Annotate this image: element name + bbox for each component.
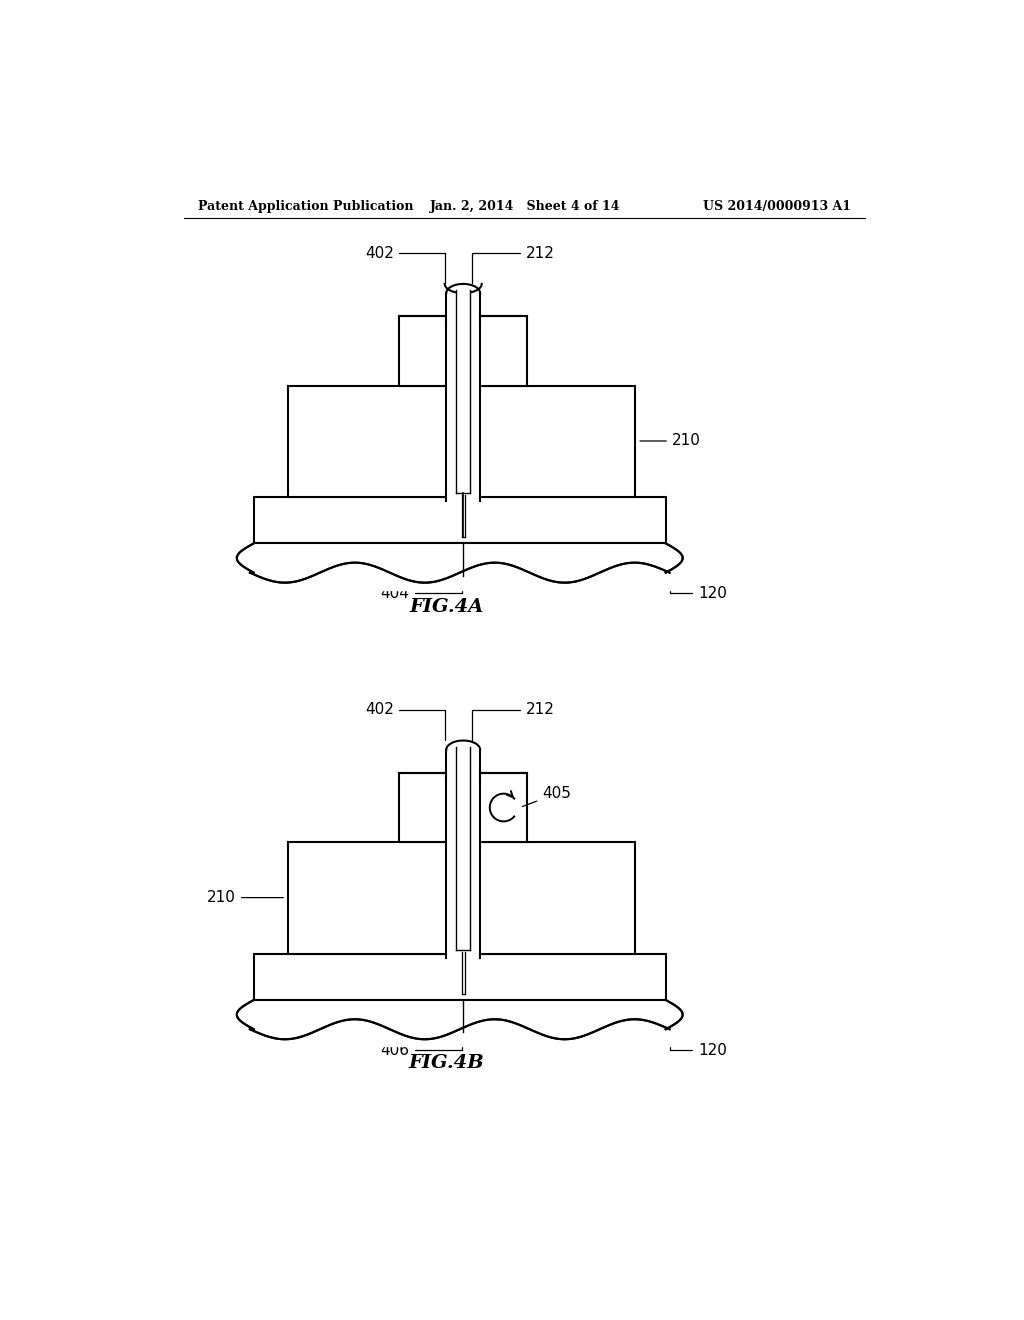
Bar	[398, 317, 527, 385]
Text: Patent Application Publication: Patent Application Publication	[199, 199, 414, 213]
Text: 402: 402	[365, 702, 444, 741]
Bar	[289, 842, 635, 954]
Text: FIG.4A: FIG.4A	[409, 598, 483, 615]
Text: 210: 210	[640, 433, 700, 449]
Bar	[254, 954, 666, 1001]
Bar	[457, 290, 470, 494]
Bar	[457, 747, 470, 950]
Text: 402: 402	[365, 246, 444, 284]
Bar	[289, 385, 635, 498]
Text: US 2014/0000913 A1: US 2014/0000913 A1	[703, 199, 851, 213]
Bar	[446, 313, 480, 389]
Text: Jan. 2, 2014   Sheet 4 of 14: Jan. 2, 2014 Sheet 4 of 14	[429, 199, 621, 213]
Bar	[398, 774, 527, 842]
Bar	[461, 494, 466, 537]
Bar	[254, 498, 666, 544]
Text: 404: 404	[381, 581, 462, 601]
Text: FIG.4B: FIG.4B	[409, 1055, 484, 1072]
Text: 120: 120	[670, 561, 727, 601]
Polygon shape	[446, 284, 480, 293]
Text: 210: 210	[207, 890, 284, 906]
Text: 120: 120	[670, 1018, 727, 1057]
Text: 405: 405	[522, 787, 571, 807]
Bar	[461, 950, 466, 994]
Text: 406: 406	[380, 1038, 462, 1057]
Bar	[446, 770, 480, 846]
Text: 212: 212	[472, 702, 554, 741]
Polygon shape	[446, 741, 480, 750]
Text: 212: 212	[472, 246, 554, 284]
